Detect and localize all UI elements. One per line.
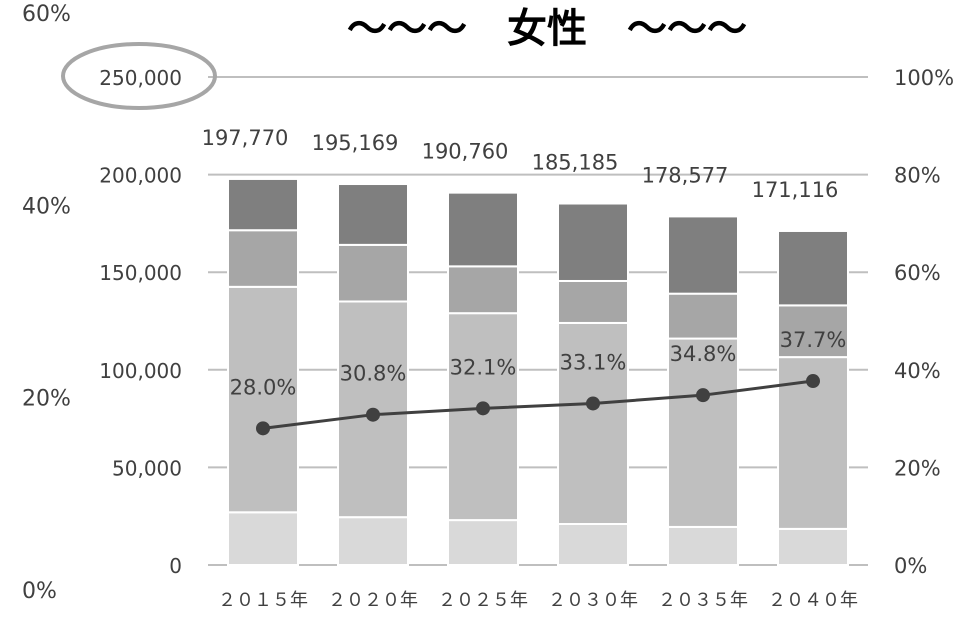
outer-axis-tick-label: 0% (22, 579, 57, 604)
bar-stacks (227, 177, 849, 567)
highlight-ellipse (61, 42, 217, 110)
bar-segment (557, 523, 629, 566)
right-axis-tick-label: 100% (894, 66, 954, 90)
share-line-point (806, 374, 820, 389)
category-tick-label: ２０２０年 (328, 590, 418, 611)
total-data-label: 190,760 (422, 140, 509, 164)
bar-segment (337, 243, 409, 303)
share-line-data-label: 28.0% (230, 375, 297, 399)
share-line-point (256, 421, 270, 436)
bar-segment (557, 321, 629, 526)
chart-title: 〜〜〜 女性 〜〜〜 (347, 6, 747, 52)
share-line-data-label: 30.8% (340, 362, 407, 386)
bar-segment (667, 337, 739, 528)
total-data-label: 178,577 (642, 163, 729, 187)
outer-axis-tick-label: 60% (22, 2, 71, 27)
right-axis-tick-label: 80% (894, 164, 941, 188)
left-axis-tick-label: 0 (169, 554, 182, 578)
bar-segment (667, 292, 739, 340)
share-line-point (696, 388, 710, 403)
outer-axis-tick-label: 40% (22, 194, 71, 219)
bar-segment (667, 215, 739, 295)
left-axis-tick-label: 200,000 (99, 164, 182, 188)
total-data-label: 195,169 (312, 131, 399, 155)
bar-segment (227, 285, 299, 514)
bar-segment (447, 519, 519, 567)
share-line-path (262, 379, 814, 430)
bar-segment (227, 177, 299, 232)
bar-segment (777, 527, 849, 566)
category-tick-label: ２０１５年 (218, 590, 308, 611)
right-axis-tick-label: 0% (894, 554, 927, 578)
total-data-label: 171,116 (752, 178, 839, 202)
category-tick-label: ２０２５年 (438, 590, 528, 611)
bar-segment (447, 265, 519, 315)
bar-segment (447, 191, 519, 268)
left-axis-tick-label: 100,000 (99, 359, 182, 383)
category-tick-label: ２０３５年 (658, 590, 748, 611)
share-line-point (366, 407, 380, 422)
outer-axis-tick-label: 20% (22, 387, 71, 412)
category-tick-label: ２０４０年 (768, 590, 858, 611)
bar-segment (557, 279, 629, 324)
chart-labels: 0 50,000 100,000 150,000 200,000 250,000 0% 20%… (22, 2, 954, 611)
bar-segment (777, 229, 849, 307)
gridlines (61, 42, 868, 566)
right-axis-tick-label: 20% (894, 456, 941, 480)
share-line-data-label: 32.1% (450, 355, 517, 379)
bar-segment (337, 183, 409, 246)
share-line-data-label: 33.1% (560, 350, 627, 374)
bar-segment (227, 511, 299, 567)
bar-segment (227, 229, 299, 288)
share-line-point (476, 401, 490, 416)
share-line-data-label: 34.8% (670, 342, 737, 366)
right-axis-tick-label: 60% (894, 261, 941, 285)
total-data-label: 185,185 (532, 151, 619, 175)
total-data-label: 197,770 (202, 126, 289, 150)
share-line-data-label: 37.7% (780, 328, 847, 352)
share-line (256, 374, 820, 436)
bar-segment (337, 516, 409, 567)
right-axis-tick-label: 40% (894, 359, 941, 383)
category-tick-label: ２０３０年 (548, 590, 638, 611)
bar-segment (447, 312, 519, 522)
left-axis-tick-label: 50,000 (112, 456, 182, 480)
left-axis-tick-label: 150,000 (99, 261, 182, 285)
bar-segment (557, 202, 629, 282)
bar-segment (777, 356, 849, 530)
share-line-point (586, 396, 600, 411)
bar-segment (667, 525, 739, 566)
left-axis-tick-label: 250,000 (99, 66, 182, 90)
